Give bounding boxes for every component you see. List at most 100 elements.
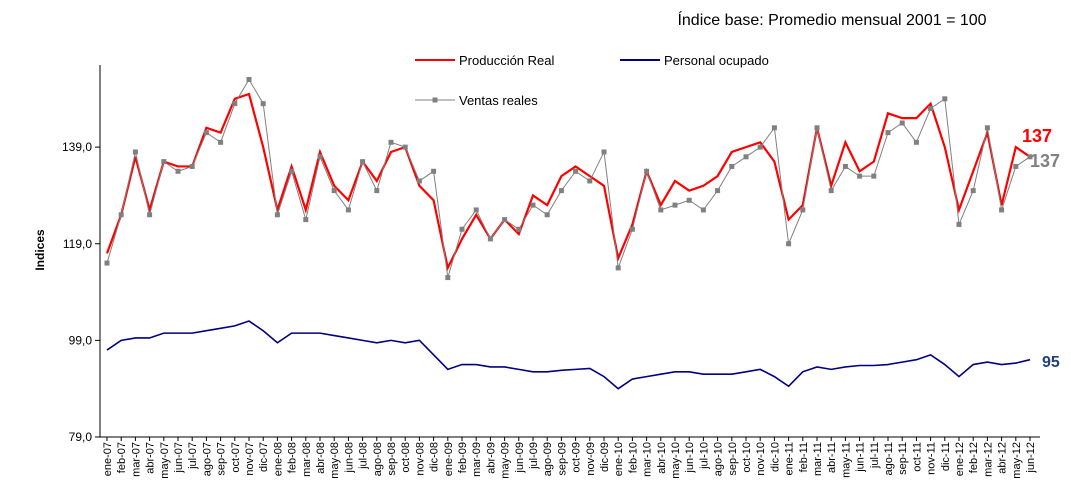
marker — [558, 188, 564, 194]
marker — [757, 144, 763, 150]
x-tick-label: oct-11 — [911, 442, 923, 472]
y-tick-label: 99,0 — [69, 333, 93, 347]
x-tick-label: sep-11 — [897, 442, 909, 475]
marker — [871, 173, 877, 179]
marker — [431, 168, 437, 174]
x-tick-label: feb-08 — [287, 442, 299, 473]
marker — [530, 202, 536, 208]
x-tick-label: sep-09 — [556, 442, 568, 476]
x-tick-label: dic-08 — [429, 442, 441, 472]
marker — [970, 188, 976, 194]
marker — [999, 207, 1005, 213]
marker — [715, 188, 721, 194]
marker — [686, 197, 692, 203]
x-tick-label: sep-07 — [216, 442, 228, 476]
marker — [743, 154, 749, 160]
x-tick-label: feb-12 — [968, 442, 980, 473]
x-tick-label: dic-09 — [599, 442, 611, 472]
x-tick-label: mar-08 — [301, 442, 313, 477]
x-tick-label: may-08 — [329, 442, 341, 479]
x-tick-label: jul-09 — [528, 442, 540, 470]
marker — [487, 236, 493, 242]
x-tick-label: ago-07 — [201, 442, 213, 476]
x-tick-label: nov-11 — [926, 442, 938, 475]
x-tick-label: abr-07 — [145, 442, 157, 474]
end-label: 95 — [1042, 354, 1060, 371]
x-tick-label: oct-10 — [741, 442, 753, 473]
x-tick-label: oct-07 — [230, 442, 242, 473]
marker — [658, 207, 664, 213]
x-tick-label: abr-08 — [315, 442, 327, 474]
y-tick-label: 79,0 — [69, 430, 93, 444]
x-tick-label: jun-12 — [1025, 442, 1037, 474]
marker — [345, 207, 351, 213]
x-tick-label: abr-09 — [485, 442, 497, 474]
x-tick-label: jul-11 — [869, 442, 881, 469]
marker — [516, 226, 522, 232]
marker — [984, 125, 990, 131]
marker — [260, 101, 266, 107]
x-tick-label: oct-09 — [571, 442, 583, 473]
marker — [573, 168, 579, 174]
x-tick-label: dic-11 — [940, 442, 952, 471]
series-line — [105, 92, 1031, 272]
x-tick-label: mar-11 — [812, 442, 824, 476]
marker — [360, 159, 366, 165]
x-tick-label: ene-09 — [443, 442, 455, 476]
marker — [246, 76, 252, 82]
marker — [502, 217, 508, 223]
marker — [388, 139, 394, 145]
marker — [232, 101, 238, 107]
x-tick-label: nov-10 — [755, 442, 767, 476]
x-tick-label: may-10 — [670, 442, 682, 479]
x-tick-label: jun-09 — [514, 442, 526, 474]
marker — [700, 207, 706, 213]
x-tick-label: ene-08 — [272, 442, 284, 476]
marker — [374, 188, 380, 194]
marker — [203, 130, 209, 136]
x-tick-label: jul-07 — [187, 442, 199, 470]
x-tick-label: may-09 — [500, 442, 512, 479]
chart-subtitle: Índice base: Promedio mensual 2001 = 100 — [677, 10, 986, 29]
marker — [814, 125, 820, 131]
x-tick-label: feb-10 — [627, 442, 639, 473]
marker — [786, 241, 792, 247]
marker — [544, 212, 550, 218]
x-tick-label: sep-08 — [386, 442, 398, 476]
marker — [317, 154, 323, 160]
marker — [331, 188, 337, 194]
x-tick-label: jul-10 — [698, 442, 710, 470]
marker — [303, 217, 309, 223]
marker — [644, 168, 650, 174]
series-line — [106, 320, 1031, 390]
marker — [1027, 154, 1033, 160]
legend-marker — [432, 97, 438, 103]
x-tick-label: abr-10 — [656, 442, 668, 474]
x-tick-label: may-12 — [1011, 442, 1023, 479]
marker — [118, 212, 124, 218]
marker — [601, 149, 607, 155]
x-tick-label: ene-12 — [954, 442, 966, 476]
marker — [942, 96, 948, 102]
x-tick-label: feb-09 — [457, 442, 469, 473]
marker — [274, 212, 280, 218]
x-tick-label: dic-10 — [769, 442, 781, 472]
x-tick-label: nov-08 — [414, 442, 426, 476]
marker — [175, 168, 181, 174]
x-tick-label: nov-07 — [244, 442, 256, 476]
x-tick-label: mar-07 — [130, 442, 142, 477]
marker — [729, 163, 735, 169]
legend-label: Personal ocupado — [664, 53, 769, 68]
x-tick-label: nov-09 — [585, 442, 597, 476]
x-tick-label: ago-10 — [713, 442, 725, 476]
marker — [218, 139, 224, 145]
marker — [899, 120, 905, 126]
marker — [956, 221, 962, 227]
marker — [885, 130, 891, 136]
marker — [857, 173, 863, 179]
marker — [587, 178, 593, 184]
marker — [828, 188, 834, 194]
x-tick-label: dic-07 — [258, 442, 270, 472]
x-tick-label: ago-11 — [883, 442, 895, 475]
end-label: 137 — [1022, 126, 1052, 146]
